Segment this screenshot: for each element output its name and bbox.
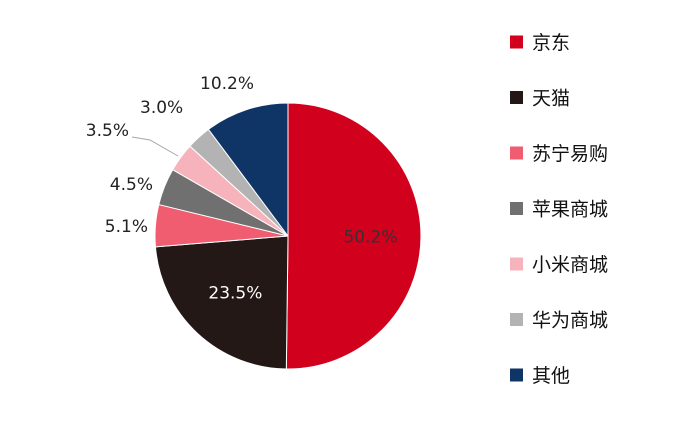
slice-label-3: 5.1% [105, 217, 148, 237]
pie-slices [154, 102, 422, 370]
pie-slice-1 [285, 102, 422, 370]
slice-label-6: 3.0% [140, 98, 183, 118]
legend-label-6: 华为商城 [532, 310, 608, 332]
legend-label-7: 其他 [532, 365, 570, 387]
slice-label-1: 50.2% [343, 228, 397, 248]
slice-label-4: 4.5% [110, 175, 153, 195]
leader-lines [131, 136, 179, 157]
legend-label-2: 天猫 [532, 88, 570, 110]
slice-label-2: 23.5% [208, 283, 262, 303]
legend-swatch-2 [510, 91, 523, 104]
pie-slice-2 [154, 235, 289, 370]
leader-line-5 [131, 136, 179, 157]
legend-label-3: 苏宁易购 [532, 143, 608, 165]
legend-swatch-7 [510, 368, 523, 382]
legend-label-5: 小米商城 [532, 254, 608, 276]
legend-swatch-3 [510, 146, 523, 160]
pie-slice-7 [207, 102, 289, 238]
legend-label-1: 京东 [532, 32, 570, 54]
legend-swatch-6 [510, 313, 523, 326]
legend-swatch-1 [510, 35, 523, 49]
legend-swatch-5 [510, 257, 523, 271]
slice-labels: 50.2% 23.5% 5.1% 4.5% 3.5% 3.0% 10.2% [86, 74, 398, 303]
legend-label-4: 苹果商城 [532, 199, 608, 221]
slice-label-7: 10.2% [200, 74, 254, 94]
slice-label-5: 3.5% [86, 121, 129, 141]
legend-swatch-4 [510, 202, 523, 215]
